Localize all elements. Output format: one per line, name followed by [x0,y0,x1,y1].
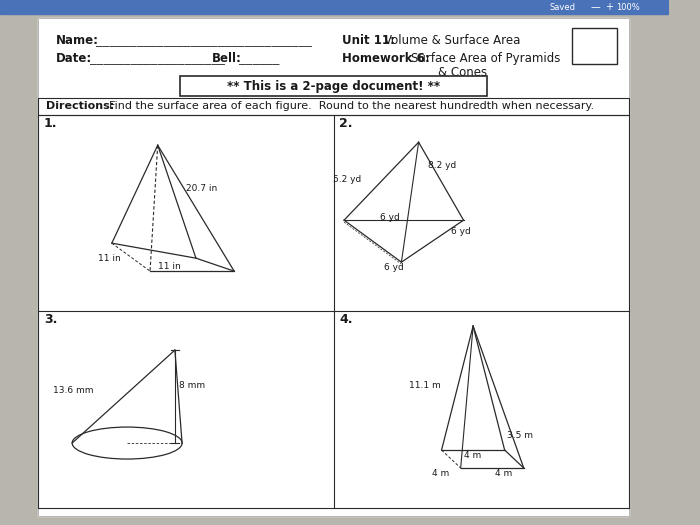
Bar [38,98,629,115]
Text: ** This is a 2-page document! **: ** This is a 2-page document! ** [227,80,440,93]
Text: 8.2 yd: 8.2 yd [428,161,456,170]
Text: ____________________: ____________________ [90,55,225,65]
Text: —: — [591,2,601,12]
Text: 4 m: 4 m [463,451,481,460]
Text: 6 yd: 6 yd [384,263,404,272]
Text: 1.: 1. [44,117,57,130]
Text: 4 m: 4 m [432,469,449,478]
Text: 5.2 yd: 5.2 yd [332,175,361,184]
Text: 11 in: 11 in [99,254,121,263]
Text: 6 yd: 6 yd [380,213,400,222]
Text: Name:: Name: [55,34,99,47]
Bar [571,28,617,64]
Text: ________________________________: ________________________________ [96,37,312,47]
Text: +: + [605,2,613,12]
Text: Directions:: Directions: [46,101,114,111]
Text: 8 mm: 8 mm [178,381,205,390]
Text: 4.: 4. [340,313,353,326]
Text: Surface Area of Pyramids: Surface Area of Pyramids [411,52,560,65]
Bar [38,18,629,516]
Text: & Cones: & Cones [438,66,487,79]
Text: 2.: 2. [340,117,353,130]
Text: 4 m: 4 m [495,469,512,478]
Text: Saved: Saved [550,3,575,12]
Text: 6 yd: 6 yd [451,227,471,236]
Text: 11.1 m: 11.1 m [409,381,441,390]
Text: Volume & Surface Area: Volume & Surface Area [384,34,521,47]
Text: 3.: 3. [44,313,57,326]
Bar [180,76,487,96]
Bar [0,1,669,14]
Text: 20.7 in: 20.7 in [186,184,218,193]
Text: Date:: Date: [55,52,92,65]
Text: Unit 11:: Unit 11: [342,34,395,47]
Text: ______: ______ [239,55,279,65]
Text: Homework 6:: Homework 6: [342,52,430,65]
Text: 13.6 mm: 13.6 mm [52,386,93,395]
Bar [38,18,629,516]
Text: Bell:: Bell: [212,52,242,65]
Text: 11 in: 11 in [158,262,181,271]
Text: 100%: 100% [617,3,641,12]
Text: 3.5 m: 3.5 m [507,431,533,440]
Text: Find the surface area of each figure.  Round to the nearest hundredth when neces: Find the surface area of each figure. Ro… [109,101,594,111]
